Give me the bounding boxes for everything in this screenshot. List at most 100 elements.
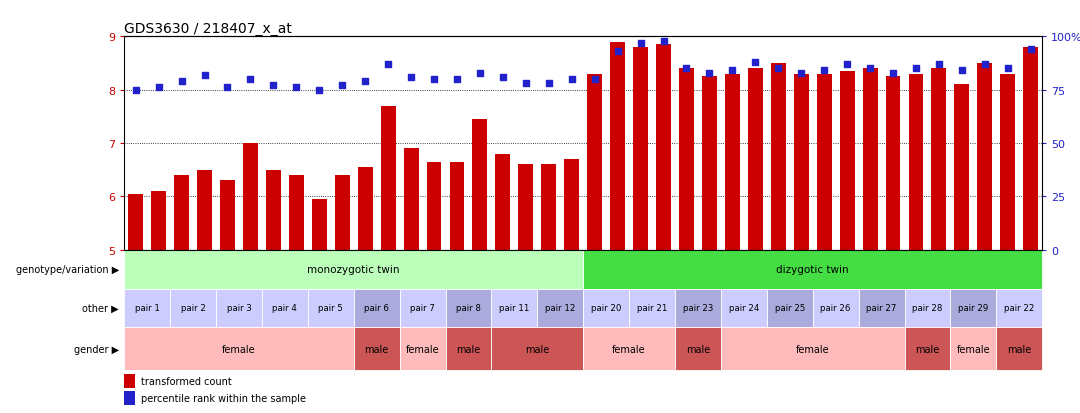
Bar	[357, 168, 373, 250]
Text: pair 21: pair 21	[637, 304, 667, 313]
Text: male: male	[916, 344, 940, 354]
Point	[632, 40, 649, 47]
Text: female: female	[796, 344, 829, 354]
Bar	[839, 72, 854, 250]
Bar	[813, 289, 859, 328]
Bar	[610, 43, 625, 250]
Bar	[794, 74, 809, 250]
Point	[654, 38, 672, 45]
Bar	[449, 162, 464, 250]
Bar	[518, 165, 534, 250]
Bar	[541, 165, 556, 250]
Bar	[905, 328, 950, 370]
Bar	[124, 250, 583, 289]
Point	[563, 76, 580, 83]
Point	[311, 87, 328, 94]
Bar	[266, 170, 281, 250]
Text: male: male	[457, 344, 481, 354]
Text: female: female	[612, 344, 646, 354]
Bar	[491, 328, 583, 370]
Bar	[491, 289, 538, 328]
Point	[287, 85, 305, 92]
Text: pair 3: pair 3	[227, 304, 252, 313]
Bar	[288, 176, 303, 250]
Text: male: male	[686, 344, 710, 354]
Bar	[496, 154, 511, 250]
Point	[609, 49, 626, 55]
Bar	[472, 120, 487, 250]
Bar	[308, 289, 354, 328]
Text: pair 2: pair 2	[180, 304, 205, 313]
Bar	[950, 328, 997, 370]
Bar	[859, 289, 905, 328]
Bar	[427, 162, 442, 250]
Point	[219, 85, 237, 92]
Bar	[564, 159, 579, 250]
Bar	[220, 181, 235, 250]
Text: female: female	[957, 344, 990, 354]
Bar	[583, 250, 1042, 289]
Text: pair 27: pair 27	[866, 304, 896, 313]
Text: pair 5: pair 5	[319, 304, 343, 313]
Point	[930, 62, 947, 68]
Bar	[977, 64, 993, 250]
Point	[242, 76, 259, 83]
Bar	[354, 328, 400, 370]
Bar	[747, 69, 762, 250]
Text: pair 24: pair 24	[729, 304, 759, 313]
Text: pair 12: pair 12	[545, 304, 576, 313]
Bar	[886, 77, 901, 250]
Point	[334, 83, 351, 90]
Bar	[124, 392, 135, 405]
Point	[678, 66, 696, 72]
Text: pair 29: pair 29	[958, 304, 988, 313]
Text: monozygotic twin: monozygotic twin	[308, 264, 400, 275]
Bar	[1023, 48, 1038, 250]
Bar	[354, 289, 400, 328]
Bar	[174, 176, 189, 250]
Bar	[171, 289, 216, 328]
Text: pair 23: pair 23	[683, 304, 713, 313]
Text: male: male	[1008, 344, 1031, 354]
Point	[127, 87, 145, 94]
Bar	[702, 77, 717, 250]
Text: genotype/variation ▶: genotype/variation ▶	[15, 264, 119, 275]
Point	[495, 74, 512, 81]
Bar	[997, 289, 1042, 328]
Bar	[997, 328, 1042, 370]
Bar	[767, 289, 813, 328]
Point	[701, 70, 718, 77]
Point	[265, 83, 282, 90]
Bar	[816, 74, 832, 250]
Bar	[243, 144, 258, 250]
Point	[1022, 47, 1039, 53]
Point	[471, 70, 488, 77]
Bar	[124, 289, 171, 328]
Point	[838, 62, 855, 68]
Point	[403, 74, 420, 81]
Bar	[583, 289, 629, 328]
Bar	[380, 107, 395, 250]
Bar	[721, 328, 905, 370]
Bar	[863, 69, 878, 250]
Bar	[312, 199, 327, 250]
Bar	[630, 289, 675, 328]
Bar	[335, 176, 350, 250]
Bar	[400, 328, 446, 370]
Bar	[583, 328, 675, 370]
Text: gender ▶: gender ▶	[73, 344, 119, 354]
Point	[999, 66, 1016, 72]
Text: male: male	[365, 344, 389, 354]
Bar	[124, 328, 354, 370]
Bar	[538, 289, 583, 328]
Point	[586, 76, 604, 83]
Bar	[675, 328, 721, 370]
Bar	[216, 289, 262, 328]
Text: pair 4: pair 4	[272, 304, 297, 313]
Text: pair 1: pair 1	[135, 304, 160, 313]
Text: pair 22: pair 22	[1004, 304, 1035, 313]
Text: transformed count: transformed count	[140, 376, 231, 386]
Bar	[656, 45, 671, 250]
Bar	[400, 289, 446, 328]
Point	[150, 85, 167, 92]
